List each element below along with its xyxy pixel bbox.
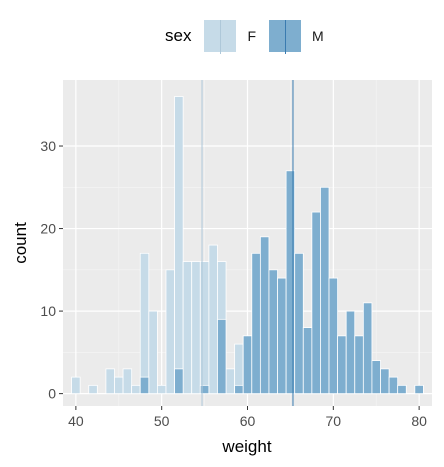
legend-label-f: F: [247, 28, 257, 44]
legend-key-m: [268, 19, 303, 54]
bar-m: [311, 211, 321, 395]
bar-f: [191, 261, 201, 395]
x-tick-label: 80: [411, 413, 427, 429]
bar-f: [156, 384, 167, 395]
bar-m: [320, 186, 330, 395]
y-tick-label: 0: [48, 386, 56, 402]
bar-f: [165, 269, 175, 395]
bar-f: [71, 376, 81, 395]
bar-f: [182, 261, 193, 395]
bar-m: [414, 384, 424, 395]
bar-f: [208, 244, 218, 395]
bar-m: [380, 368, 390, 395]
legend-item-m: M: [268, 19, 324, 54]
bar-m: [397, 384, 407, 395]
bar-m: [242, 335, 253, 395]
bar-m: [328, 277, 339, 395]
bar-f: [148, 310, 158, 395]
legend: sex F M: [165, 18, 336, 54]
mean-lines: [201, 80, 294, 406]
bar-f: [88, 384, 98, 395]
bar-m: [234, 384, 244, 395]
bar-m: [354, 335, 364, 395]
bar-f: [114, 376, 124, 395]
x-tick-label: 70: [326, 413, 342, 429]
legend-label-m: M: [312, 28, 324, 44]
legend-item-f: F: [203, 19, 257, 54]
bar-f: [139, 252, 150, 395]
bar-m: [268, 269, 278, 395]
y-tick-label: 20: [40, 221, 56, 237]
bar-f: [105, 368, 115, 395]
bar-m: [371, 360, 381, 395]
bar-m: [388, 376, 399, 395]
x-axis-ticks: 40 50 60 70 80: [68, 406, 427, 429]
bar-f: [225, 368, 236, 395]
bar-m: [217, 318, 227, 395]
bar-m: [199, 384, 210, 395]
x-tick-label: 60: [240, 413, 256, 429]
bar-m: [251, 252, 261, 395]
bar-m: [277, 277, 287, 395]
legend-key-f: [203, 19, 238, 54]
y-axis-ticks: 0 10 20 30: [40, 138, 63, 402]
bar-m: [337, 335, 347, 395]
legend-title: sex: [165, 26, 192, 45]
x-tick-label: 50: [154, 413, 170, 429]
bar-m: [345, 310, 356, 395]
x-tick-label: 40: [68, 413, 84, 429]
bar-m: [139, 376, 150, 395]
series-m-bars: [139, 170, 424, 395]
y-tick-label: 30: [40, 138, 56, 154]
bar-m: [362, 302, 373, 395]
y-axis-label: count: [11, 222, 30, 264]
bar-m: [174, 368, 184, 395]
bar-f: [122, 368, 133, 395]
y-tick-label: 10: [40, 303, 56, 319]
bar-m: [302, 327, 313, 395]
bar-f: [131, 384, 141, 395]
bar-f: [174, 96, 184, 395]
x-axis-label: weight: [221, 437, 271, 456]
bar-m: [294, 252, 304, 395]
bar-m: [259, 236, 270, 395]
